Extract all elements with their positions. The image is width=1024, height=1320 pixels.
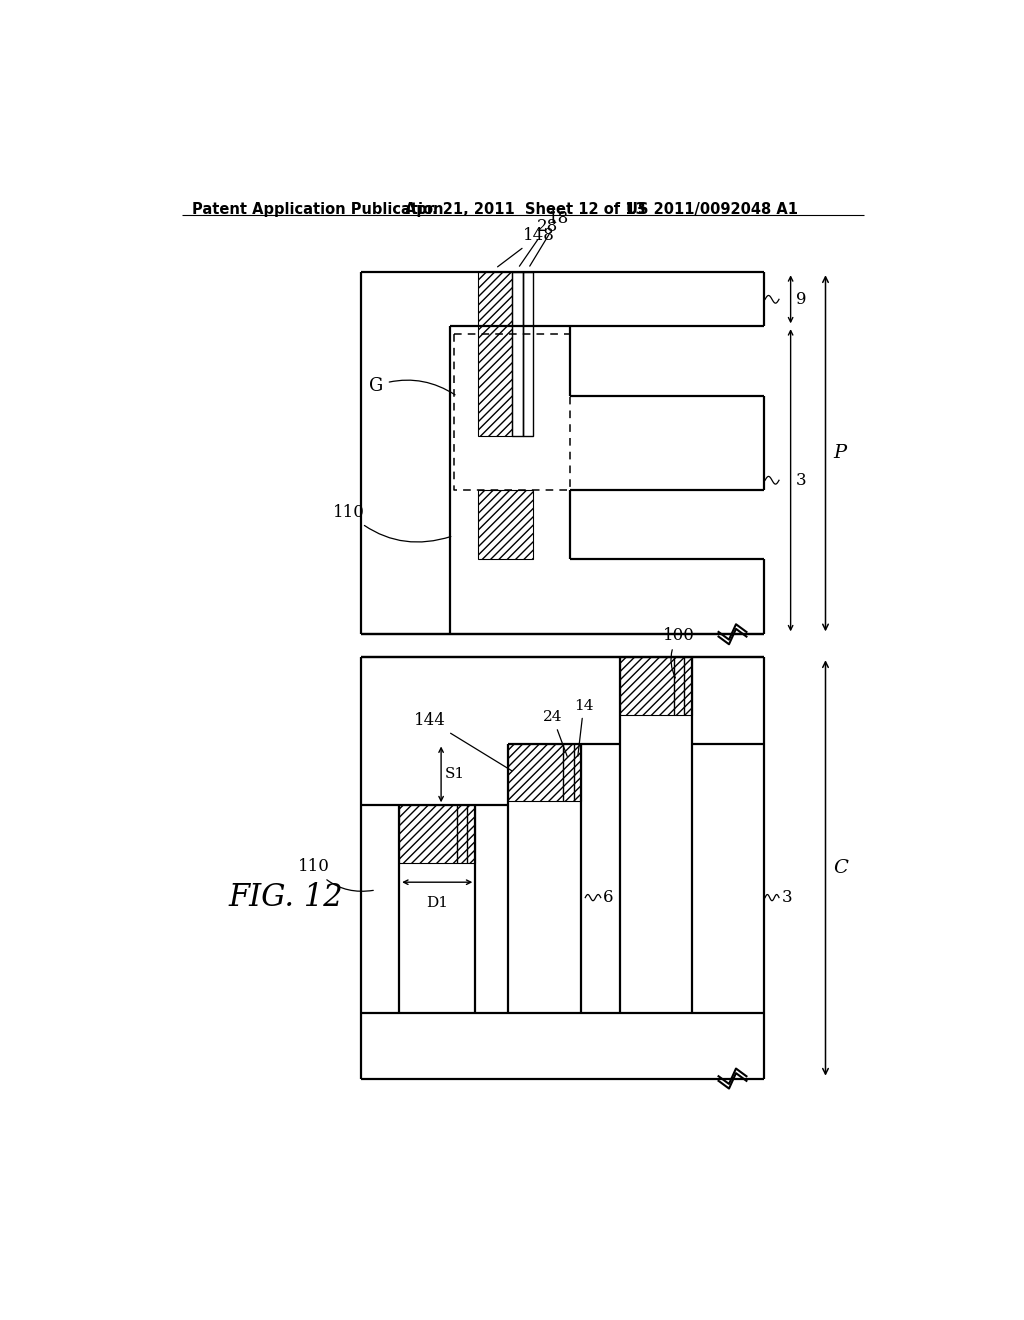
- Text: Apr. 21, 2011  Sheet 12 of 13: Apr. 21, 2011 Sheet 12 of 13: [406, 202, 646, 216]
- Text: 148: 148: [498, 227, 555, 267]
- Text: 100: 100: [663, 627, 694, 678]
- Text: C: C: [834, 858, 848, 876]
- Text: S1: S1: [445, 767, 465, 781]
- Bar: [512, 272, 523, 436]
- Text: 6: 6: [603, 890, 613, 906]
- Text: 110: 110: [298, 858, 374, 891]
- Text: 9: 9: [796, 290, 807, 308]
- Bar: [523, 272, 534, 436]
- Text: 3: 3: [796, 471, 807, 488]
- Text: G: G: [370, 376, 455, 395]
- Text: 3: 3: [781, 890, 792, 906]
- Bar: [508, 743, 582, 801]
- Bar: [478, 490, 534, 558]
- Bar: [399, 805, 475, 863]
- Text: US 2011/0092048 A1: US 2011/0092048 A1: [626, 202, 798, 216]
- Text: 28: 28: [519, 218, 558, 267]
- Text: Patent Application Publication: Patent Application Publication: [191, 202, 443, 216]
- Text: 110: 110: [333, 504, 451, 543]
- Bar: [621, 657, 692, 715]
- Text: 18: 18: [529, 210, 569, 267]
- Text: P: P: [834, 445, 847, 462]
- Text: 14: 14: [573, 698, 594, 756]
- Text: FIG. 12: FIG. 12: [228, 882, 343, 913]
- Text: 144: 144: [414, 711, 512, 771]
- Text: D1: D1: [426, 896, 449, 909]
- Text: 24: 24: [543, 710, 567, 756]
- Bar: [478, 272, 512, 436]
